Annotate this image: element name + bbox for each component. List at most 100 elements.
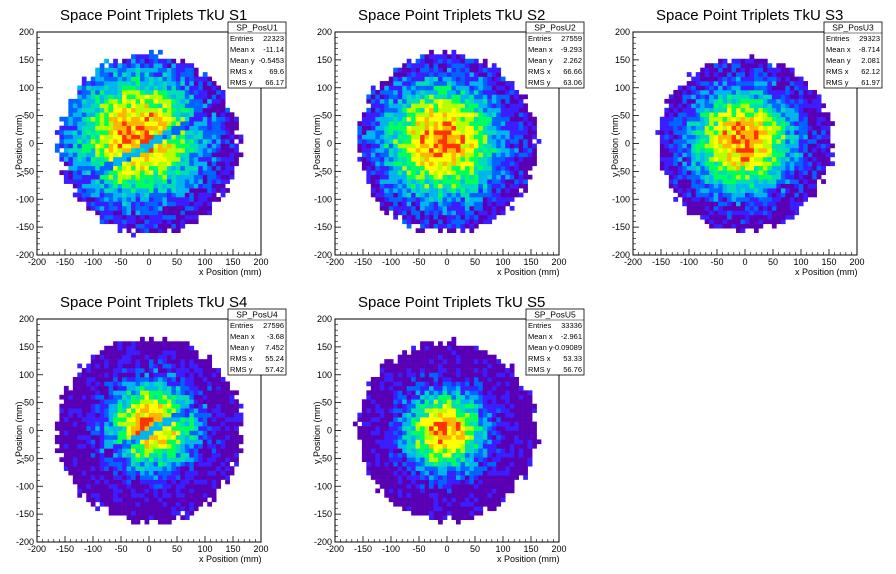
heatmap-bin [505, 201, 511, 207]
heatmap-bin [682, 98, 688, 104]
heatmap-bin [117, 139, 123, 144]
heatmap-bin [81, 76, 87, 82]
heatmap-bin [81, 466, 87, 471]
heatmap-bin [776, 210, 782, 216]
heatmap-bin [776, 147, 782, 153]
heatmap-bin [99, 475, 105, 480]
heatmap-bin [794, 152, 800, 158]
heatmap-bin [496, 121, 502, 126]
heatmap-bin [144, 510, 150, 516]
heatmap-bin [691, 103, 697, 109]
heatmap-bin [108, 501, 114, 507]
heatmap-bin [803, 183, 809, 189]
heatmap-bin [157, 341, 163, 347]
heatmap-bin [803, 134, 809, 140]
heatmap-bin [122, 434, 127, 440]
heatmap-bin [758, 112, 764, 118]
heatmap-bin [758, 67, 764, 73]
heatmap-bin [90, 417, 96, 422]
heatmap-bin [753, 179, 759, 184]
heatmap-bin [433, 156, 439, 162]
heatmap-bin [469, 107, 475, 113]
heatmap-bin [108, 179, 114, 184]
heatmap-bin [397, 165, 403, 171]
heatmap-bin [518, 147, 524, 153]
heatmap-bin [149, 408, 154, 413]
heatmap-bin [668, 183, 674, 189]
heatmap-bin [180, 205, 186, 211]
heatmap-bin [180, 63, 186, 68]
heatmap-bin [758, 63, 764, 68]
heatmap-bin [695, 94, 701, 100]
heatmap-bin [406, 139, 412, 144]
heatmap-bin [90, 484, 96, 489]
heatmap-bin [379, 183, 385, 189]
heatmap-bin [429, 85, 434, 91]
heatmap-bin [108, 183, 114, 189]
heatmap-bin [469, 67, 475, 73]
heatmap-bin [122, 134, 127, 140]
heatmap-bin [162, 147, 168, 153]
heatmap-bin [95, 448, 101, 454]
heatmap-bin [718, 116, 723, 122]
heatmap-bin [122, 345, 127, 351]
heatmap-bin [429, 116, 434, 122]
heatmap-bin [709, 81, 714, 86]
heatmap-bin [180, 125, 186, 131]
heatmap-bin [740, 98, 746, 104]
heatmap-bin [659, 152, 665, 158]
heatmap-bin [731, 197, 737, 202]
heatmap-bin [420, 107, 425, 113]
heatmap-bin [99, 94, 105, 100]
heatmap-bin [149, 372, 154, 378]
heatmap-bin [753, 147, 759, 153]
heatmap-bin [767, 214, 773, 220]
heatmap-bin [157, 214, 163, 220]
heatmap-bin [420, 58, 425, 64]
heatmap-bin [77, 161, 83, 167]
heatmap-bin [72, 192, 78, 198]
heatmap-bin [659, 147, 665, 153]
heatmap-bin [180, 210, 186, 216]
heatmap-bin [424, 121, 430, 126]
heatmap-bin [144, 147, 150, 153]
heatmap-bin [411, 205, 416, 211]
heatmap-bin [166, 81, 172, 86]
heatmap-bin [99, 210, 105, 216]
x-axis-label: x Position (mm) [497, 267, 560, 277]
heatmap-bin [749, 223, 755, 229]
heatmap-bin [131, 394, 136, 400]
heatmap-bin [478, 179, 484, 184]
heatmap-bin [713, 112, 719, 118]
heatmap-bin [776, 170, 782, 176]
heatmap-bin [438, 112, 443, 118]
heatmap-bin [135, 165, 141, 171]
y-tick-label: 200 [317, 27, 332, 37]
heatmap-bin [487, 125, 493, 131]
heatmap-bin [86, 197, 92, 202]
heatmap-bin [180, 197, 186, 202]
heatmap-bin [117, 121, 123, 126]
heatmap-bin [677, 179, 683, 184]
heatmap-bin [68, 434, 74, 440]
y-tick-label: -50 [319, 166, 332, 176]
heatmap-bin [63, 412, 69, 418]
heatmap-bin [86, 466, 92, 471]
heatmap-bin [442, 147, 448, 153]
x-tick-label: -200 [326, 257, 344, 267]
heatmap-bin [397, 188, 403, 193]
heatmap-bin [704, 197, 710, 202]
heatmap-bin [677, 125, 683, 131]
heatmap-bin [767, 130, 773, 135]
heatmap-bin [420, 201, 425, 207]
heatmap-bin [758, 89, 764, 95]
heatmap-bin [157, 385, 163, 391]
heatmap-bin [198, 139, 204, 144]
heatmap-bin [700, 116, 705, 122]
heatmap-bin [81, 461, 87, 467]
heatmap-bin [144, 134, 150, 140]
heatmap-bin [90, 98, 96, 104]
heatmap-bin [722, 147, 728, 153]
heatmap-bin [198, 107, 204, 113]
heatmap-bin [189, 103, 195, 109]
